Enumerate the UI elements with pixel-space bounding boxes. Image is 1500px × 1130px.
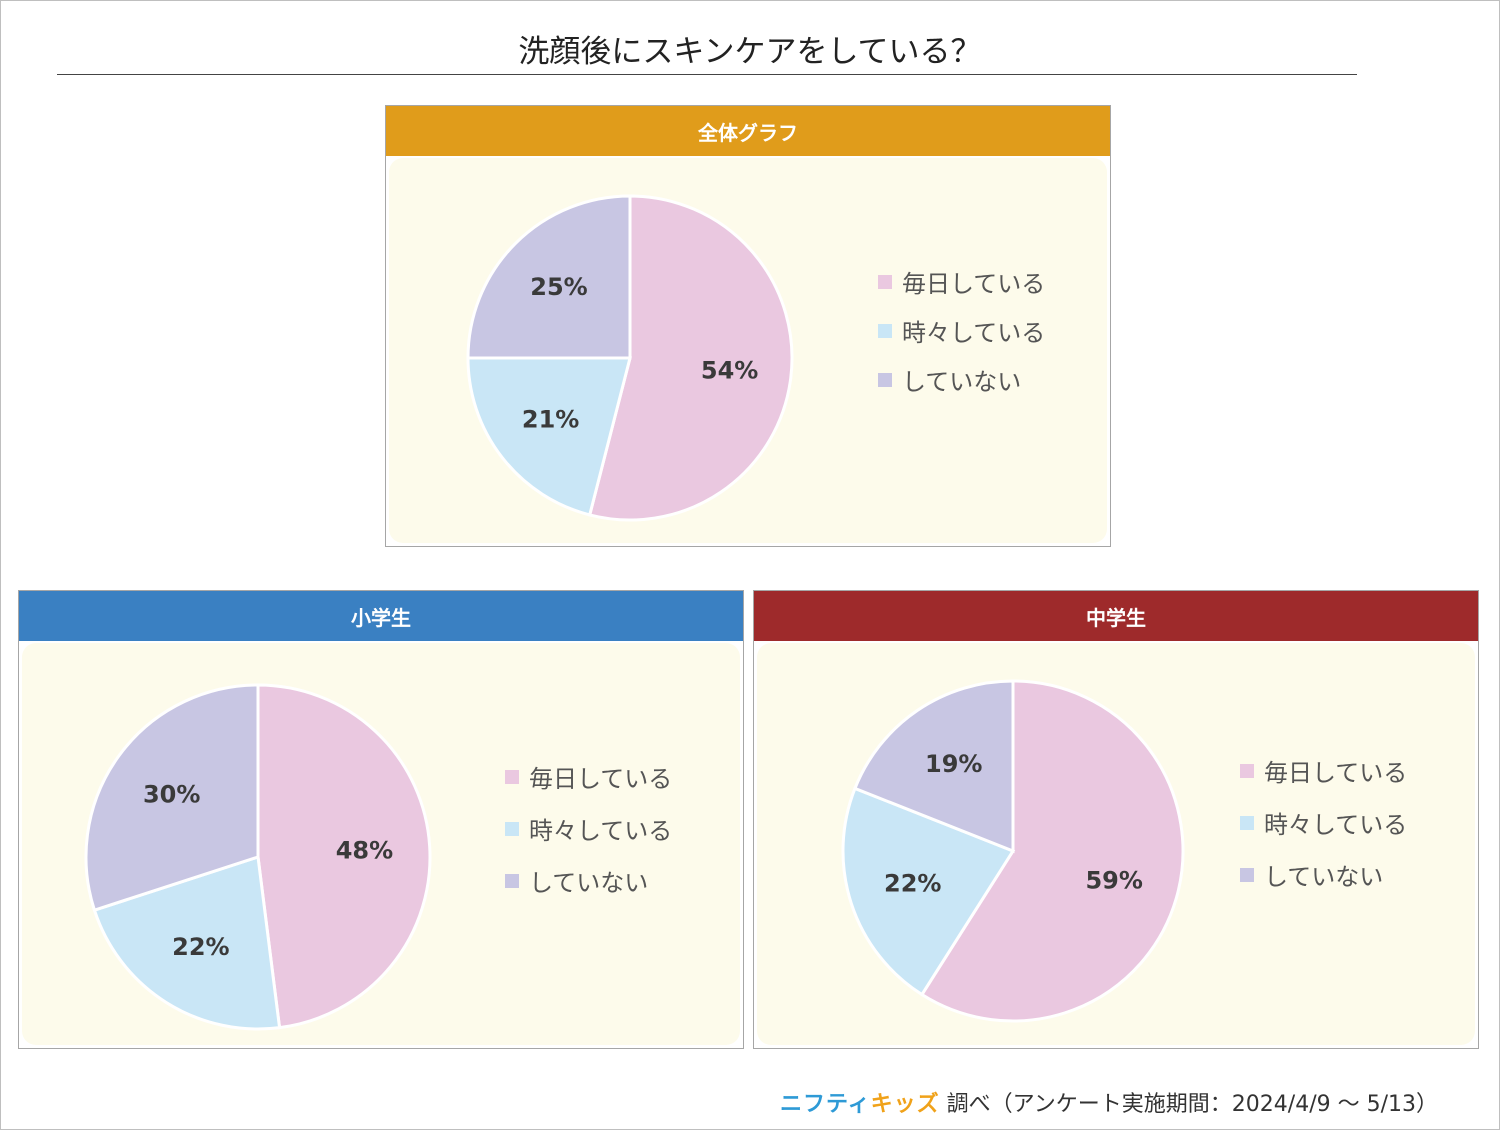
footer-credit: ニフティキッズ 調べ（アンケート実施期間：2024/4/9 ～ 5/13）: [780, 1086, 1438, 1118]
pie-slice-never: [852, 679, 1015, 854]
legend-swatch-never: [505, 874, 519, 888]
pie-slice-daily: [256, 683, 432, 1030]
legend-label-sometimes: 時々している: [529, 817, 672, 845]
overall-chart-title: 全体グラフ: [386, 106, 1110, 156]
pie-slice-never: [84, 683, 260, 913]
slice-label-daily: 48%: [336, 836, 393, 864]
slice-label-daily: 59%: [1085, 866, 1142, 894]
slice-label-never: 30%: [143, 780, 200, 808]
legend-swatch-daily: [505, 770, 519, 784]
pie-slice-daily: [919, 679, 1185, 1023]
junior-chart-title: 中学生: [754, 591, 1478, 641]
slice-label-sometimes: 22%: [884, 870, 941, 898]
legend-label-daily: 毎日している: [902, 270, 1045, 298]
overall-chart-panel: 全体グラフ 54% 21% 25% 毎日している 時々している していない: [385, 105, 1111, 547]
brand-logo-part2: キッズ: [870, 1092, 940, 1117]
legend-swatch-daily: [1240, 764, 1254, 778]
legend-swatch-sometimes: [878, 324, 892, 338]
legend-label-sometimes: 時々している: [1264, 811, 1407, 839]
legend-swatch-sometimes: [505, 822, 519, 836]
slice-label-never: 25%: [530, 273, 587, 301]
slice-label-daily: 54%: [701, 357, 758, 385]
legend-label-daily: 毎日している: [529, 765, 672, 793]
pie-slice-sometimes: [841, 786, 1016, 997]
survey-period-text: 調べ（アンケート実施期間：2024/4/9 ～ 5/13）: [946, 1092, 1438, 1117]
pie-slice-sometimes: [466, 356, 632, 517]
title-divider: [57, 74, 1357, 75]
junior-chart-panel: 中学生 59% 22% 19% 毎日している 時々している していない: [753, 590, 1479, 1049]
legend-label-never: していない: [529, 869, 648, 897]
legend-label-never: していない: [1264, 863, 1383, 891]
pie-slice-never: [466, 194, 632, 360]
legend-swatch-never: [878, 373, 892, 387]
legend-swatch-never: [1240, 868, 1254, 882]
pie-slice-daily: [587, 194, 794, 522]
legend-label-never: していない: [902, 368, 1021, 396]
elementary-chart-title: 小学生: [19, 591, 743, 641]
slice-label-never: 19%: [925, 750, 982, 778]
page-title: 洗顔後にスキンケアをしている？: [518, 34, 982, 70]
legend-swatch-daily: [878, 275, 892, 289]
legend-label-daily: 毎日している: [1264, 759, 1407, 787]
brand-logo-part1: ニフティ: [779, 1092, 871, 1117]
legend-swatch-sometimes: [1240, 816, 1254, 830]
pie-slice-sometimes: [92, 855, 282, 1031]
legend-label-sometimes: 時々している: [902, 319, 1045, 347]
elementary-chart-panel: 小学生 48% 22% 30% 毎日している 時々している していない: [18, 590, 744, 1049]
slice-label-sometimes: 21%: [522, 406, 579, 434]
slice-label-sometimes: 22%: [172, 933, 229, 961]
